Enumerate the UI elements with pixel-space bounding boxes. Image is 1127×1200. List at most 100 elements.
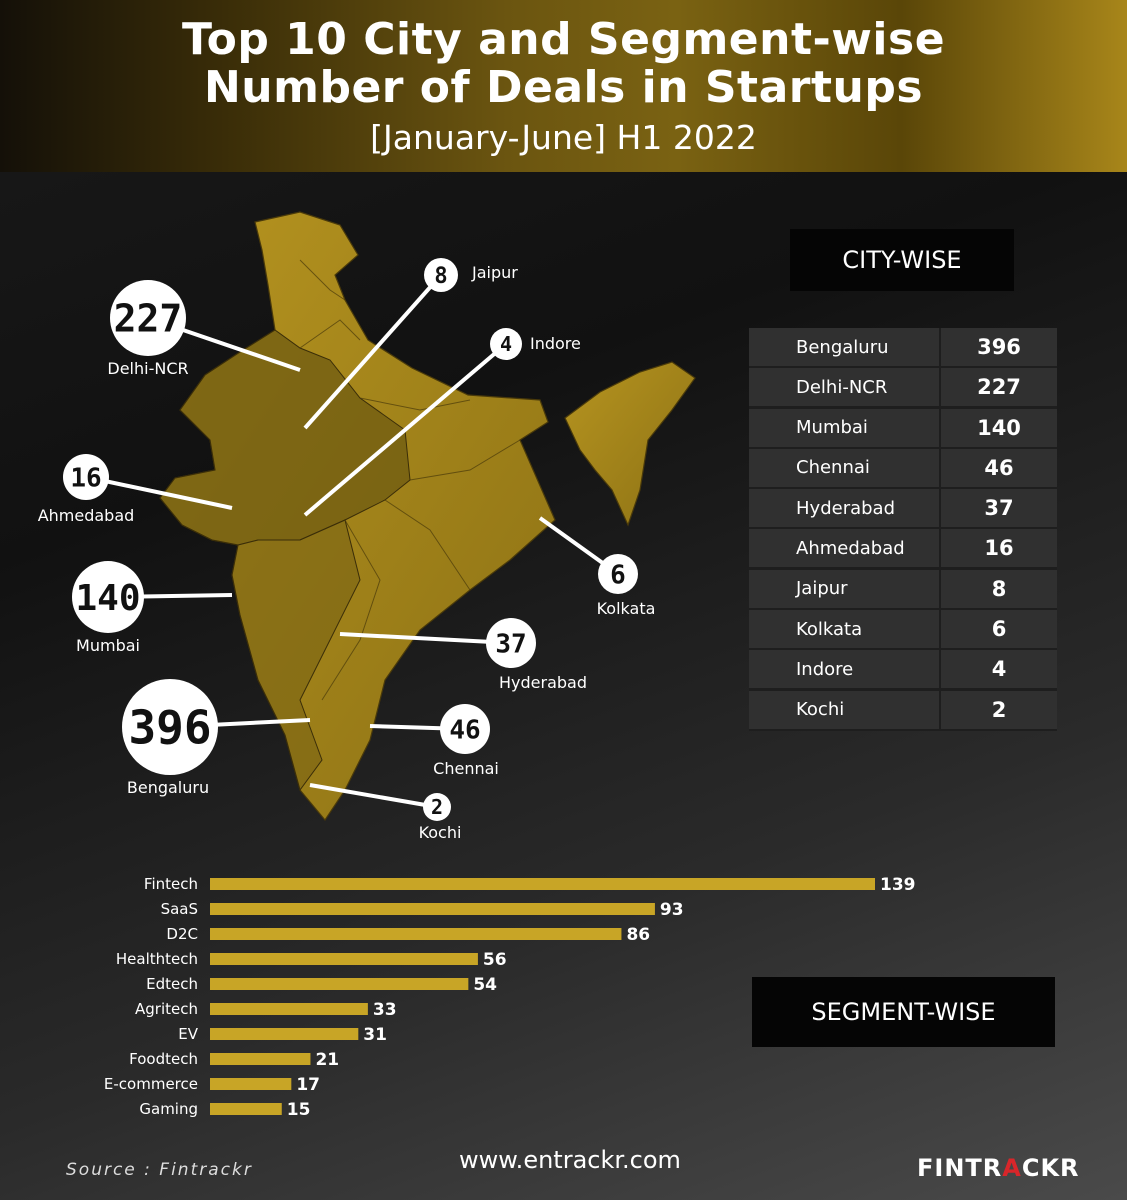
callout-label-ahmedabad: Ahmedabad bbox=[38, 506, 135, 525]
segment-bar-edtech bbox=[210, 978, 469, 990]
city-deals-value: 6 bbox=[941, 610, 1057, 649]
fintrackr-logo: FINTRACKR bbox=[917, 1154, 1080, 1182]
city-name: Mumbai bbox=[749, 408, 939, 447]
callout-label-mumbai: Mumbai bbox=[76, 636, 140, 655]
callout-circle-hyderabad bbox=[486, 618, 536, 668]
segment-value-healthtech: 56 bbox=[483, 950, 507, 970]
segment-value-saas: 93 bbox=[660, 900, 684, 920]
callout-label-kochi: Kochi bbox=[419, 823, 462, 842]
callout-value-ahmedabad: 16 bbox=[70, 463, 101, 493]
india-map: 227 Delhi-NCR 8 Jaipur 4 Indore 16 Ahmedabad 140… bbox=[38, 211, 696, 842]
page-title-line1: Top 10 City and Segment-wise bbox=[181, 14, 946, 65]
callout-value-delhi-ncr: 227 bbox=[114, 297, 183, 341]
segment-label-d2c: D2C bbox=[166, 925, 198, 943]
header-banner: Top 10 City and Segment-wise Number of D… bbox=[0, 0, 1127, 172]
callout-label-chennai: Chennai bbox=[433, 759, 499, 778]
segment-label-edtech: Edtech bbox=[146, 975, 198, 993]
city-row-delhi-ncr: Delhi-NCR 227 bbox=[749, 368, 1057, 407]
callout-circle-mumbai bbox=[72, 561, 144, 633]
callout-label-indore: Indore bbox=[530, 334, 581, 353]
city-name: Hyderabad bbox=[749, 489, 939, 528]
segment-value-e-commerce: 17 bbox=[296, 1075, 320, 1095]
segment-label-e-commerce: E-commerce bbox=[104, 1075, 198, 1093]
segment-wise-header: SEGMENT-WISE bbox=[752, 977, 1055, 1047]
callout-label-kolkata: Kolkata bbox=[597, 599, 656, 618]
segment-value-foodtech: 21 bbox=[315, 1050, 339, 1070]
segment-value-d2c: 86 bbox=[626, 925, 650, 945]
website-url[interactable]: www.entrackr.com bbox=[459, 1146, 681, 1174]
state-borders bbox=[299, 259, 521, 701]
segment-label-foodtech: Foodtech bbox=[129, 1050, 198, 1068]
segment-label-agritech: Agritech bbox=[135, 1000, 198, 1018]
callout-label-delhi-ncr: Delhi-NCR bbox=[107, 359, 188, 378]
callout-label-hyderabad: Hyderabad bbox=[499, 673, 587, 692]
city-name: Kolkata bbox=[749, 610, 939, 649]
callout-label-jaipur: Jaipur bbox=[471, 263, 518, 282]
city-name: Jaipur bbox=[749, 569, 939, 608]
segment-value-fintech: 139 bbox=[880, 875, 916, 895]
callout-value-mumbai: 140 bbox=[75, 578, 140, 619]
city-deals-value: 37 bbox=[941, 489, 1057, 528]
segment-bar-saas bbox=[210, 903, 655, 915]
callout-circle-jaipur bbox=[424, 258, 458, 292]
leader-line-ahmedabad bbox=[85, 475, 233, 510]
city-deals-value: 46 bbox=[941, 448, 1057, 487]
city-name: Kochi bbox=[749, 690, 939, 729]
city-row-mumbai: Mumbai 140 bbox=[749, 408, 1057, 447]
city-deals-value: 4 bbox=[941, 650, 1057, 689]
segment-label-healthtech: Healthtech bbox=[116, 950, 198, 968]
segment-label-ev: EV bbox=[178, 1025, 198, 1043]
callout-value-hyderabad: 37 bbox=[495, 629, 526, 659]
city-deals-value: 8 bbox=[941, 569, 1057, 608]
segment-bar-e-commerce bbox=[210, 1078, 292, 1090]
segment-bar-d2c bbox=[210, 928, 622, 940]
city-row-kochi: Kochi 2 bbox=[749, 690, 1057, 729]
city-name: Delhi-NCR bbox=[749, 368, 939, 407]
segment-label-saas: SaaS bbox=[161, 900, 198, 918]
city-row-ahmedabad: Ahmedabad 16 bbox=[749, 529, 1057, 568]
callout-label-bengaluru: Bengaluru bbox=[127, 778, 209, 797]
city-deals-value: 2 bbox=[941, 690, 1057, 729]
logo-part-1: FINTR bbox=[917, 1154, 1003, 1182]
city-name: Indore bbox=[749, 650, 939, 689]
city-row-kolkata: Kolkata 6 bbox=[749, 610, 1057, 649]
page-subtitle: [January-June] H1 2022 bbox=[370, 118, 757, 157]
callout-value-indore: 4 bbox=[500, 332, 512, 356]
segment-value-ev: 31 bbox=[363, 1025, 387, 1045]
city-deals-value: 227 bbox=[941, 368, 1057, 407]
segment-label-gaming: Gaming bbox=[139, 1100, 198, 1118]
city-name: Ahmedabad bbox=[749, 529, 939, 568]
city-deals-value: 16 bbox=[941, 529, 1057, 568]
leader-line-indore bbox=[303, 342, 508, 517]
segment-value-agritech: 33 bbox=[373, 1000, 397, 1020]
callout-circle-delhi-ncr bbox=[110, 280, 186, 356]
callout-circle-chennai bbox=[440, 704, 490, 754]
callout-circle-kochi bbox=[423, 793, 451, 821]
india-northeast-shape bbox=[564, 361, 696, 527]
segment-bar-foodtech bbox=[210, 1053, 311, 1065]
city-table: Bengaluru 396 Delhi-NCR 227 Mumbai 140 Chennai… bbox=[749, 328, 1057, 731]
callout-circle-bengaluru bbox=[122, 679, 218, 775]
segment-label-fintech: Fintech bbox=[144, 875, 198, 893]
callout-value-bengaluru: 396 bbox=[128, 701, 211, 755]
segment-value-edtech: 54 bbox=[473, 975, 497, 995]
segment-bar-agritech bbox=[210, 1003, 368, 1015]
callout-value-chennai: 46 bbox=[449, 715, 480, 745]
map-callouts: 227 Delhi-NCR 8 Jaipur 4 Indore 16 Ahmedabad 140… bbox=[38, 258, 656, 842]
callout-value-kochi: 2 bbox=[431, 795, 443, 819]
segment-bar-fintech bbox=[210, 878, 875, 890]
city-row-jaipur: Jaipur 8 bbox=[749, 569, 1057, 608]
city-row-chennai: Chennai 46 bbox=[749, 448, 1057, 487]
city-row-hyderabad: Hyderabad 37 bbox=[749, 489, 1057, 528]
city-name: Bengaluru bbox=[749, 328, 939, 366]
india-south-region-shape bbox=[231, 519, 361, 792]
leader-line-kochi bbox=[309, 783, 438, 809]
segment-bar-chart: Fintech 139 SaaS 93 D2C 86 Healthtech 56 Edtech 5… bbox=[104, 875, 916, 1120]
city-row-indore: Indore 4 bbox=[749, 650, 1057, 689]
city-deals-value: 396 bbox=[941, 328, 1057, 366]
source-credit: Source : Fintrackr bbox=[66, 1160, 253, 1180]
leader-line-jaipur bbox=[303, 273, 443, 430]
segment-bar-healthtech bbox=[210, 953, 478, 965]
city-row-bengaluru: Bengaluru 396 bbox=[749, 328, 1057, 366]
leader-line-hyderabad bbox=[339, 632, 512, 645]
